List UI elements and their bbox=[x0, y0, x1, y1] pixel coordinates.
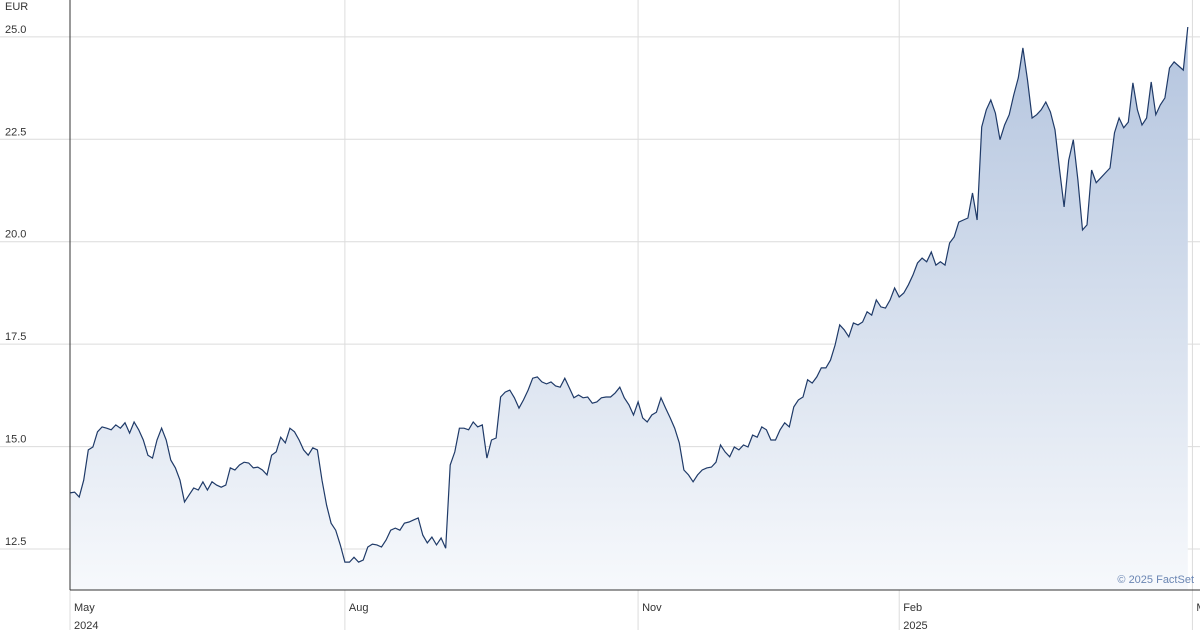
price-line bbox=[69, 26, 1189, 563]
y-tick-label: 25.0 bbox=[5, 24, 26, 36]
x-tick-label: Aug bbox=[349, 602, 369, 614]
x-year-label: 2025 bbox=[903, 620, 927, 630]
y-tick-label: 22.5 bbox=[5, 126, 26, 138]
credit: © 2025 FactSet bbox=[1117, 574, 1194, 586]
y-tick-label: 15.0 bbox=[5, 434, 26, 446]
y-tick-label: 17.5 bbox=[5, 331, 26, 343]
y-tick-label: 20.0 bbox=[5, 229, 26, 241]
unit-label: EUR bbox=[5, 1, 28, 13]
x-year-label: 2024 bbox=[74, 620, 98, 630]
area bbox=[70, 27, 1188, 590]
plot bbox=[69, 0, 1200, 591]
x-tick-label: May bbox=[74, 602, 95, 614]
x-tick-label: May bbox=[1196, 602, 1200, 614]
y-tick-label: 12.5 bbox=[5, 536, 26, 548]
labels: EUR © 2025 FactSet 12.5 15.0 17.5 20.0 22.5 2… bbox=[5, 1, 1200, 630]
x-tick-label: Nov bbox=[642, 602, 662, 614]
x-tick-label: Feb bbox=[903, 602, 922, 614]
